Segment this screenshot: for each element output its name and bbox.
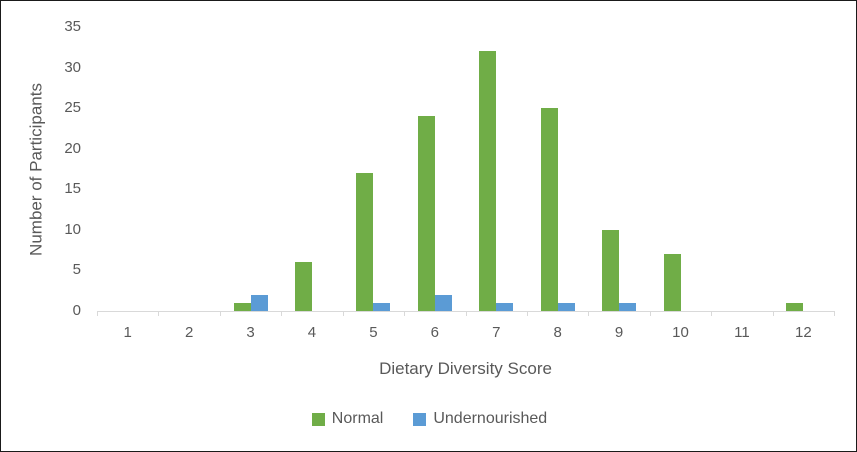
x-tick-label-10: 10 <box>672 324 689 341</box>
bar-normal-5 <box>356 173 374 311</box>
bar-normal-6 <box>417 116 435 311</box>
bar-normal-8 <box>540 108 558 311</box>
y-tick-label-0: 0 <box>72 302 81 319</box>
category-group-6 <box>404 27 465 311</box>
x-tick-label-7: 7 <box>492 324 501 341</box>
bar-undernourished-8 <box>557 302 575 311</box>
bar-undernourished-5 <box>373 302 391 311</box>
x-tick-mark <box>649 312 651 316</box>
category-group-1 <box>97 27 158 311</box>
x-tick-label-3: 3 <box>246 324 255 341</box>
x-tick-mark <box>219 312 221 316</box>
x-tick-mark <box>97 312 98 316</box>
y-tick-label-5: 5 <box>72 261 81 279</box>
y-tick-label-15: 15 <box>64 180 81 198</box>
x-tick-mark <box>526 312 528 316</box>
x-axis-title: Dietary Diversity Score <box>379 359 552 378</box>
category-group-2 <box>158 27 219 311</box>
x-tick-mark <box>465 312 467 316</box>
x-tick-mark <box>404 312 406 316</box>
y-tick-label-20: 20 <box>64 139 81 157</box>
legend-swatch-undernourished <box>413 412 427 426</box>
category-group-8 <box>527 27 588 311</box>
bar-normal-3 <box>233 302 251 311</box>
plot-area <box>97 27 834 311</box>
category-group-12 <box>773 27 834 311</box>
x-tick-mark <box>588 312 590 316</box>
legend-item-undernourished: Undernourished <box>413 410 547 428</box>
x-tick-label-5: 5 <box>369 324 378 341</box>
bar-undernourished-7 <box>496 302 514 311</box>
y-tick-label-10: 10 <box>64 220 81 238</box>
bar-undernourished-6 <box>434 294 452 311</box>
x-tick-label-4: 4 <box>307 324 317 341</box>
bar-normal-12 <box>786 302 804 311</box>
category-group-9 <box>588 27 649 311</box>
bar-normal-7 <box>479 51 497 311</box>
legend-label-normal: Normal <box>331 410 384 427</box>
x-tick-mark <box>281 312 283 316</box>
x-tick-mark <box>158 312 160 316</box>
x-tick-label-2: 2 <box>184 324 194 341</box>
y-tick-label-35: 35 <box>64 18 81 35</box>
x-axis-tick-labels: 1 2 3 4 5 6 7 8 9 10 11 12 <box>97 322 834 344</box>
y-tick-label-30: 30 <box>64 58 81 76</box>
x-tick-label-6: 6 <box>430 324 439 341</box>
x-tick-mark <box>772 312 774 316</box>
legend-label-undernourished: Undernourished <box>433 410 548 427</box>
x-tick-mark <box>342 312 344 316</box>
category-group-3 <box>220 27 281 311</box>
x-tick-label-9: 9 <box>614 324 624 341</box>
y-axis-tick-labels: 0 5 10 15 20 25 30 35 <box>41 18 81 319</box>
y-tick-label-25: 25 <box>64 99 81 117</box>
category-group-4 <box>281 27 342 311</box>
x-tick-label-1: 1 <box>123 324 132 341</box>
category-group-7 <box>466 27 527 311</box>
category-group-10 <box>650 27 711 311</box>
legend: Normal Undernourished <box>1 407 856 431</box>
bar-normal-9 <box>602 229 620 311</box>
category-group-5 <box>343 27 404 311</box>
category-group-11 <box>711 27 772 311</box>
legend-swatch-normal <box>311 412 325 426</box>
bar-normal-10 <box>663 254 681 311</box>
x-axis-line <box>97 311 835 312</box>
x-tick-mark <box>711 312 713 316</box>
x-tick-mark <box>834 312 835 316</box>
x-axis-tick-marks <box>97 312 835 317</box>
bar-undernourished-9 <box>619 302 637 311</box>
x-tick-label-11: 11 <box>734 324 750 341</box>
legend-item-normal: Normal <box>311 410 384 428</box>
x-tick-label-12: 12 <box>795 324 812 341</box>
bar-undernourished-3 <box>250 294 268 311</box>
x-tick-label-8: 8 <box>553 324 562 341</box>
bar-normal-4 <box>294 262 312 311</box>
